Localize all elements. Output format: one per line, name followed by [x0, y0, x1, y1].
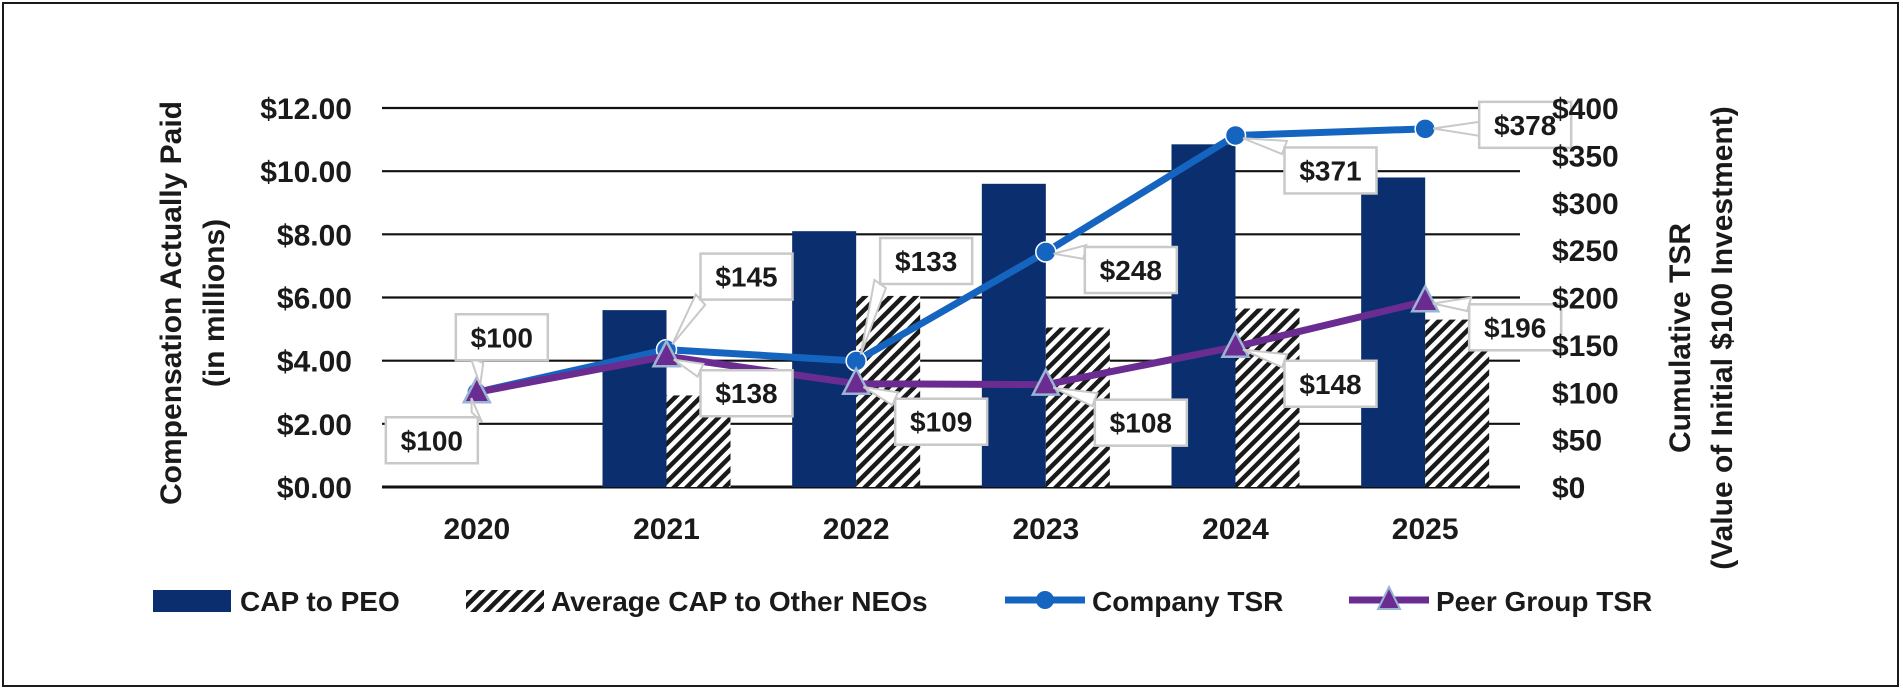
y-right-tick-label: $50	[1552, 425, 1602, 458]
marker-peer-group-tsr	[1220, 329, 1251, 359]
y-right-subtitle: (Value of Initial $100 Investment)	[1706, 106, 1739, 569]
company-tsr-label: $145	[715, 262, 777, 293]
callout-box	[878, 236, 974, 286]
peer-group-tsr-label: $109	[910, 407, 972, 438]
peer-group-tsr-label: $148	[1299, 369, 1361, 400]
company-tsr-label: $378	[1494, 110, 1556, 141]
marker-company-tsr	[1414, 118, 1436, 140]
legend-label-company-tsr: Company TSR	[1092, 586, 1283, 617]
callout-box	[1477, 100, 1573, 150]
x-tick-label: 2023	[1012, 513, 1079, 546]
marker-peer-group-tsr	[1410, 283, 1441, 313]
legend-marker-peer-tsr	[1376, 584, 1402, 610]
legend-marker-company-tsr	[1036, 591, 1054, 609]
y-right-tick-label: $150	[1552, 330, 1619, 363]
x-tick-label: 2021	[633, 513, 700, 546]
y-right-tick-label: $350	[1552, 140, 1619, 173]
marker-peer-group-tsr	[651, 338, 682, 368]
legend-label-cap-peo: CAP to PEO	[240, 586, 400, 617]
callout-pointer	[1433, 120, 1481, 138]
y-left-tick-label: $2.00	[277, 409, 352, 442]
lines	[461, 118, 1441, 404]
bar-cap-peo	[602, 310, 667, 487]
y-right-tick-label: $100	[1552, 377, 1619, 410]
bar-cap-peo	[1361, 177, 1426, 487]
x-tick-label: 2022	[823, 513, 890, 546]
x-tick-label: 2024	[1202, 513, 1269, 546]
callout-pointer	[671, 292, 707, 345]
y-right-title: Cumulative TSR	[1664, 223, 1697, 453]
legend-label-peer-tsr: Peer Group TSR	[1436, 586, 1652, 617]
line-company-tsr	[473, 125, 1429, 396]
marker-peer-group-tsr	[841, 366, 872, 395]
legend-label-neo: Average CAP to Other NEOs	[551, 586, 928, 617]
legend-swatch-neo	[466, 590, 544, 612]
callout-box	[1093, 398, 1189, 447]
company-tsr-label: $248	[1100, 255, 1162, 286]
company-tsr-label: $133	[895, 246, 957, 277]
callout-box	[699, 368, 794, 418]
marker-peer-group-tsr	[1030, 366, 1061, 396]
y-left-tick-label: $10.00	[260, 156, 352, 189]
company-tsr-label: $100	[471, 322, 533, 353]
data-labels: $100 $145 $133 $248 $371 $378 $100 $138 $109 $108…	[384, 100, 1573, 465]
x-tick-label: 2020	[443, 513, 510, 546]
callout-box	[384, 416, 480, 465]
tick-labels: $0.00 $2.00 $4.00 $6.00 $8.00 $10.00 $12.00 $0 $…	[260, 93, 1619, 546]
y-left-tick-label: $12.00	[260, 93, 352, 126]
y-right-tick-label: $300	[1552, 188, 1619, 221]
y-left-tick-label: $8.00	[277, 219, 352, 252]
company-tsr-label: $371	[1299, 155, 1361, 186]
marker-company-tsr	[1035, 241, 1057, 263]
line-peer-group-tsr	[473, 297, 1429, 396]
legend-swatch-cap-peo	[153, 590, 231, 612]
y-left-title: Compensation Actually Paid	[155, 101, 188, 505]
y-left-tick-label: $4.00	[277, 346, 352, 379]
callout-box	[699, 252, 794, 301]
marker-company-tsr	[1224, 124, 1247, 147]
marker-peer-group-tsr	[461, 374, 492, 404]
x-tick-label: 2025	[1392, 513, 1459, 546]
y-left-tick-label: $6.00	[277, 283, 352, 316]
y-right-tick-label: $250	[1552, 235, 1619, 268]
y-right-tick-label: $0	[1552, 472, 1585, 505]
callout-pointer	[1432, 296, 1473, 313]
callout-box	[893, 397, 989, 446]
peer-group-tsr-label: $100	[401, 425, 463, 456]
peer-group-tsr-label: $196	[1484, 312, 1546, 343]
bar-cap-peo	[981, 183, 1046, 488]
y-left-tick-label: $0.00	[277, 472, 352, 505]
legend: CAP to PEO Average CAP to Other NEOs Com…	[153, 584, 1652, 617]
callout-box	[1283, 146, 1378, 195]
y-right-tick-label: $400	[1552, 93, 1619, 126]
peer-group-tsr-label: $138	[715, 378, 777, 409]
callout-pointer	[1242, 137, 1289, 156]
y-left-subtitle: (in millions)	[198, 219, 231, 387]
callout-box	[1083, 245, 1179, 295]
peer-group-tsr-label: $108	[1110, 408, 1172, 439]
callout-box	[1467, 303, 1563, 352]
callout-box	[454, 313, 550, 362]
y-right-tick-label: $200	[1552, 283, 1619, 316]
callout-box	[1283, 359, 1378, 409]
